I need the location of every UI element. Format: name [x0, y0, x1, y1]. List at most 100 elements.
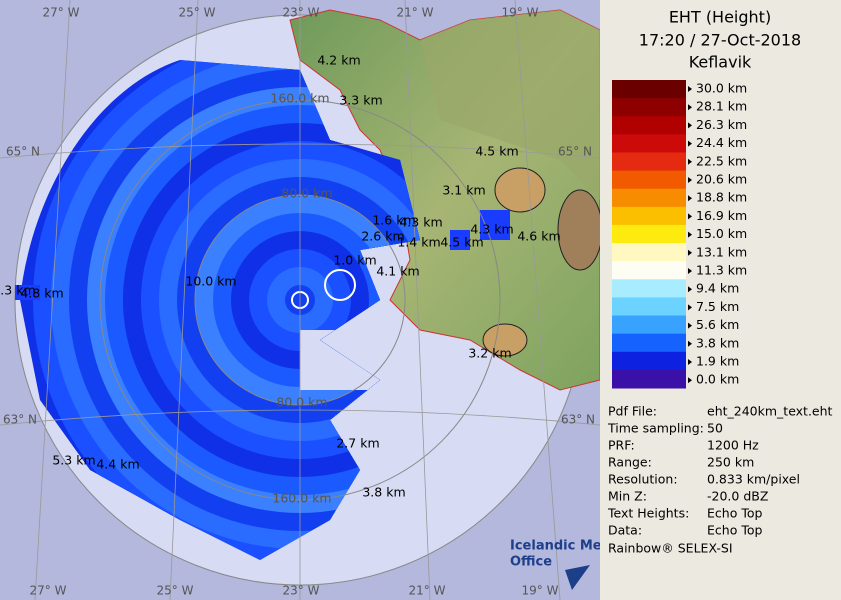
legend-pointer	[688, 322, 692, 329]
legend-pointer	[688, 377, 692, 384]
range-label: 160.0 km	[272, 491, 331, 506]
legend-pointer	[688, 104, 692, 111]
range-label: 80.0 km	[281, 186, 332, 201]
info-value: Echo Top	[707, 523, 762, 538]
grid-label: 25° W	[179, 6, 216, 20]
grid-label: 65° N	[6, 145, 40, 159]
legend-pointer	[688, 268, 692, 274]
legend-band	[612, 279, 686, 298]
logo: Icelandic Met Office	[510, 539, 608, 590]
range-label: 160.0 km	[270, 91, 329, 106]
echo-top-label: 4.4 km	[96, 457, 139, 472]
info-value: Echo Top	[707, 506, 762, 521]
graticule-line	[34, 0, 71, 600]
echo-top-label: 2.7 km	[336, 436, 379, 451]
info-key: Time sampling:	[607, 421, 704, 436]
echo-top-label: 4.5 km	[440, 235, 483, 250]
legend: 30.0 km 28.1 km 26.3 km 24.4 km 22.5 km 20.6 …	[612, 80, 747, 389]
legend-pointer	[688, 340, 692, 347]
grid-label: 19° W	[522, 584, 559, 598]
legend-pointer	[688, 231, 692, 238]
legend-band	[612, 134, 686, 153]
echo-top-label: 4.6 km	[517, 229, 560, 244]
info-value: 50	[707, 421, 723, 436]
legend-label: 16.9 km	[696, 208, 747, 223]
echo-top-label: 1.6 km	[372, 213, 415, 228]
graticule-line	[404, 0, 431, 600]
legend-pointer	[688, 195, 692, 202]
echo-top-label: 4.8 km	[20, 286, 63, 301]
grid-label: 21° W	[397, 6, 434, 20]
graticule	[0, 0, 601, 600]
echo-top-label: 4.3 km	[399, 215, 442, 230]
legend-pointer	[688, 158, 692, 165]
grid-label: 23° W	[283, 584, 320, 598]
echo-top-label: 3.3 km	[339, 93, 382, 108]
legend-label: 11.3 km	[696, 263, 747, 278]
footer: Rainbow® SELEX-SI	[608, 541, 733, 556]
graticule-line	[514, 0, 561, 600]
info-key: PRF:	[608, 438, 635, 453]
legend-band	[612, 243, 686, 262]
grid-label: 25° W	[157, 584, 194, 598]
legend-pointer	[688, 140, 692, 147]
grid-label: 65° N	[558, 145, 592, 159]
logo-text: Icelandic Met	[510, 539, 608, 554]
legend-label: 1.9 km	[696, 354, 739, 369]
echo-top-label: 2.6 km	[361, 229, 404, 244]
legend-label: 3.8 km	[696, 335, 739, 350]
legend-band	[612, 297, 686, 317]
echo-top-label: 4.1 km	[376, 264, 419, 279]
info-key: Pdf File:	[608, 404, 657, 419]
legend-band	[612, 188, 686, 208]
echo-top-label: 5.3 km	[0, 283, 36, 298]
title: EHT (Height)	[669, 8, 771, 27]
grid-label: 23° W	[283, 6, 320, 20]
site: Keflavik	[689, 53, 752, 72]
info-value: 250 km	[707, 455, 754, 470]
legend-pointer	[688, 86, 692, 92]
time: 17:20 / 27-Oct-2018	[639, 31, 801, 50]
echo-top-label: 1.4 km	[397, 235, 440, 250]
legend-band	[612, 224, 686, 244]
info-key: Min Z:	[608, 489, 647, 504]
legend-band	[612, 206, 686, 226]
legend-band	[612, 80, 686, 99]
echo-top-label: 4.2 km	[317, 53, 360, 68]
info-key: Text Heights:	[607, 506, 689, 521]
legend-band	[612, 152, 686, 172]
legend-label: 22.5 km	[696, 153, 747, 168]
legend-label: 26.3 km	[696, 117, 747, 132]
echo-top-label: 3.2 km	[468, 346, 511, 361]
glacier	[494, 167, 546, 213]
range-label: 80.0 km	[276, 395, 327, 410]
echo-top-label: 4.5 km	[475, 144, 518, 159]
legend-band	[612, 170, 686, 190]
legend-pointer	[688, 304, 692, 311]
logo-mark	[565, 565, 590, 590]
legend-label: 9.4 km	[696, 281, 739, 296]
echo-top-label: 5.3 km	[52, 453, 95, 468]
echo-top-label: 4.3 km	[470, 222, 513, 237]
echo-top-label: 10.0 km	[185, 274, 236, 289]
legend-label: 30.0 km	[696, 81, 747, 96]
echo-top-label: 3.8 km	[362, 485, 405, 500]
legend-label: 18.8 km	[696, 190, 747, 205]
legend-band	[612, 333, 686, 353]
echo-patch	[15, 285, 40, 300]
legend-band	[612, 116, 686, 135]
echo-top-label: 1.0 km	[333, 253, 376, 268]
grid-label: 19° W	[502, 6, 539, 20]
legend-label: 15.0 km	[696, 226, 747, 241]
legend-pointer	[688, 286, 692, 293]
grid-label: 27° W	[43, 6, 80, 20]
radar-site	[324, 269, 356, 301]
grid-label: 27° W	[30, 584, 67, 598]
legend-label: 20.6 km	[696, 172, 747, 187]
legend-band	[612, 315, 686, 335]
legend-band	[612, 261, 686, 280]
legend-label: 5.6 km	[696, 317, 739, 332]
legend-label: 7.5 km	[696, 299, 739, 314]
